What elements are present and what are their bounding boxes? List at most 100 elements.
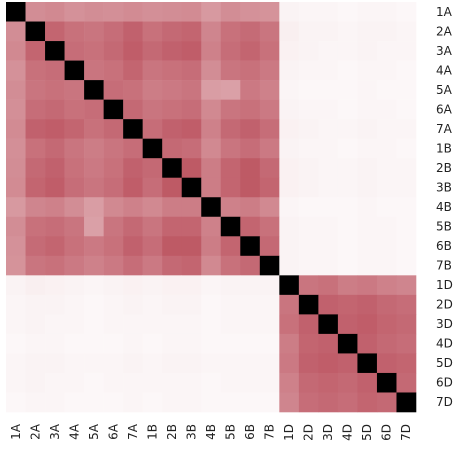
heatmap-cell-3A-5D <box>357 41 378 61</box>
heatmap-cell-1A-1B <box>142 2 163 22</box>
heatmap-cell-7A-5A <box>84 119 104 139</box>
heatmap-cell-3B-6B <box>240 177 261 198</box>
heatmap-cell-4D-1B <box>142 333 163 354</box>
heatmap-cell-1D-3A <box>45 275 65 296</box>
heatmap-cell-5A-1B <box>142 80 163 100</box>
heatmap-cell-2B-4B <box>201 158 222 179</box>
heatmap-cell-1A-6B <box>240 2 261 22</box>
row-label-3A: 3A <box>436 44 453 58</box>
heatmap-cell-1B-2B <box>162 138 183 159</box>
heatmap-cell-7A-3A <box>45 119 65 139</box>
heatmap-cell-2D-6B <box>240 294 261 315</box>
heatmap-cell-1B-3D <box>318 138 339 159</box>
heatmap-cell-1B-3B <box>181 138 202 159</box>
heatmap-cell-6D-2A <box>25 372 46 393</box>
heatmap-cell-5A-6D <box>376 80 397 100</box>
heatmap-cell-1D-3D <box>318 275 339 296</box>
heatmap-cell-7B-2A <box>25 255 46 276</box>
heatmap-cell-7D-2D <box>298 392 319 413</box>
heatmap-cell-3D-6A <box>103 314 124 335</box>
heatmap-cell-2A-2B <box>162 21 183 42</box>
heatmap-cell-2D-4A <box>64 294 85 315</box>
heatmap-cell-6A-5A <box>84 99 104 120</box>
column-label-4A: 4A <box>67 423 81 440</box>
heatmap-cell-2D-2B <box>162 294 183 315</box>
heatmap-cell-2A-6B <box>240 21 261 42</box>
heatmap-cell-1B-7D <box>396 138 417 159</box>
heatmap-cell-7B-3B <box>181 255 202 276</box>
heatmap-cell-3D-1B <box>142 314 163 335</box>
row-label-3B: 3B <box>436 180 452 194</box>
heatmap-cell-1A-2A <box>25 2 46 22</box>
heatmap-cell-2B-4A <box>64 158 85 179</box>
heatmap-cell-5D-3B <box>181 353 202 374</box>
heatmap-cell-4D-3A <box>45 333 65 354</box>
heatmap-cell-6B-6B <box>240 236 261 257</box>
row-label-2A: 2A <box>436 24 453 38</box>
heatmap-cell-6B-5A <box>84 236 104 257</box>
heatmap-cell-7D-6A <box>103 392 124 413</box>
heatmap-cell-7A-7D <box>396 119 417 139</box>
heatmap-cell-2A-1B <box>142 21 163 42</box>
heatmap-cell-1D-3B <box>181 275 202 296</box>
heatmap-cell-6B-5D <box>357 236 378 257</box>
heatmap-cell-6B-6A <box>103 236 124 257</box>
heatmap-cell-1A-5D <box>357 2 378 22</box>
heatmap-cell-1A-2D <box>298 2 319 22</box>
heatmap-cell-6A-5D <box>357 99 378 120</box>
heatmap-cell-3D-7B <box>259 314 280 335</box>
heatmap-cell-3B-4A <box>64 177 85 198</box>
heatmap-cell-2A-5B <box>220 21 241 42</box>
heatmap-cell-5A-2A <box>25 80 46 100</box>
heatmap-cell-3B-3A <box>45 177 65 198</box>
heatmap-cell-1B-2D <box>298 138 319 159</box>
heatmap-cell-2D-7B <box>259 294 280 315</box>
heatmap-cell-7D-1A <box>6 392 26 413</box>
heatmap-cell-6D-7B <box>259 372 280 393</box>
heatmap-cell-2D-7D <box>396 294 417 315</box>
row-label-2D: 2D <box>436 298 453 312</box>
heatmap-cell-7D-5A <box>84 392 104 413</box>
heatmap-cell-3D-1A <box>6 314 26 335</box>
heatmap-cell-1D-1A <box>6 275 26 296</box>
heatmap-cell-2A-7A <box>123 21 143 42</box>
heatmap-cell-5A-1A <box>6 80 26 100</box>
heatmap-cell-5B-1A <box>6 216 26 237</box>
heatmap-cell-5B-6B <box>240 216 261 237</box>
heatmap-cell-5D-5D <box>357 353 378 374</box>
heatmap-cell-3D-7D <box>396 314 417 335</box>
heatmap-cell-4A-1A <box>6 60 26 81</box>
heatmap-cell-1A-3A <box>45 2 65 22</box>
heatmap-cell-4A-7D <box>396 60 417 81</box>
row-label-5A: 5A <box>436 83 453 97</box>
heatmap-cell-6D-3A <box>45 372 65 393</box>
heatmap-cell-6A-7B <box>259 99 280 120</box>
heatmap-cell-4A-2D <box>298 60 319 81</box>
heatmap-cell-6B-2B <box>162 236 183 257</box>
heatmap-cell-3A-4B <box>201 41 222 61</box>
heatmap-cell-6D-5A <box>84 372 104 393</box>
heatmap-cell-5A-7B <box>259 80 280 100</box>
heatmap-cell-7A-2D <box>298 119 319 139</box>
heatmap-cell-6B-7A <box>123 236 143 257</box>
heatmap-cell-2D-2A <box>25 294 46 315</box>
heatmap-cell-4A-3B <box>181 60 202 81</box>
heatmap-cell-2D-3B <box>181 294 202 315</box>
heatmap-cell-5A-3B <box>181 80 202 100</box>
heatmap-cell-5D-4A <box>64 353 85 374</box>
heatmap-cell-2D-4B <box>201 294 222 315</box>
heatmap-cell-5D-4D <box>337 353 358 374</box>
heatmap-cell-7B-4A <box>64 255 85 276</box>
heatmap-cell-1A-3B <box>181 2 202 22</box>
heatmap-cell-1A-6A <box>103 2 124 22</box>
heatmap-cell-5A-3A <box>45 80 65 100</box>
heatmap-cell-3D-4A <box>64 314 85 335</box>
heatmap-cell-5B-7D <box>396 216 417 237</box>
heatmap-cell-2A-1A <box>6 21 26 42</box>
heatmap-cell-5B-5B <box>220 216 241 237</box>
heatmap-cell-2B-2D <box>298 158 319 179</box>
heatmap-cell-1B-7B <box>259 138 280 159</box>
row-label-7D: 7D <box>436 395 453 409</box>
heatmap-cell-2B-1B <box>142 158 163 179</box>
